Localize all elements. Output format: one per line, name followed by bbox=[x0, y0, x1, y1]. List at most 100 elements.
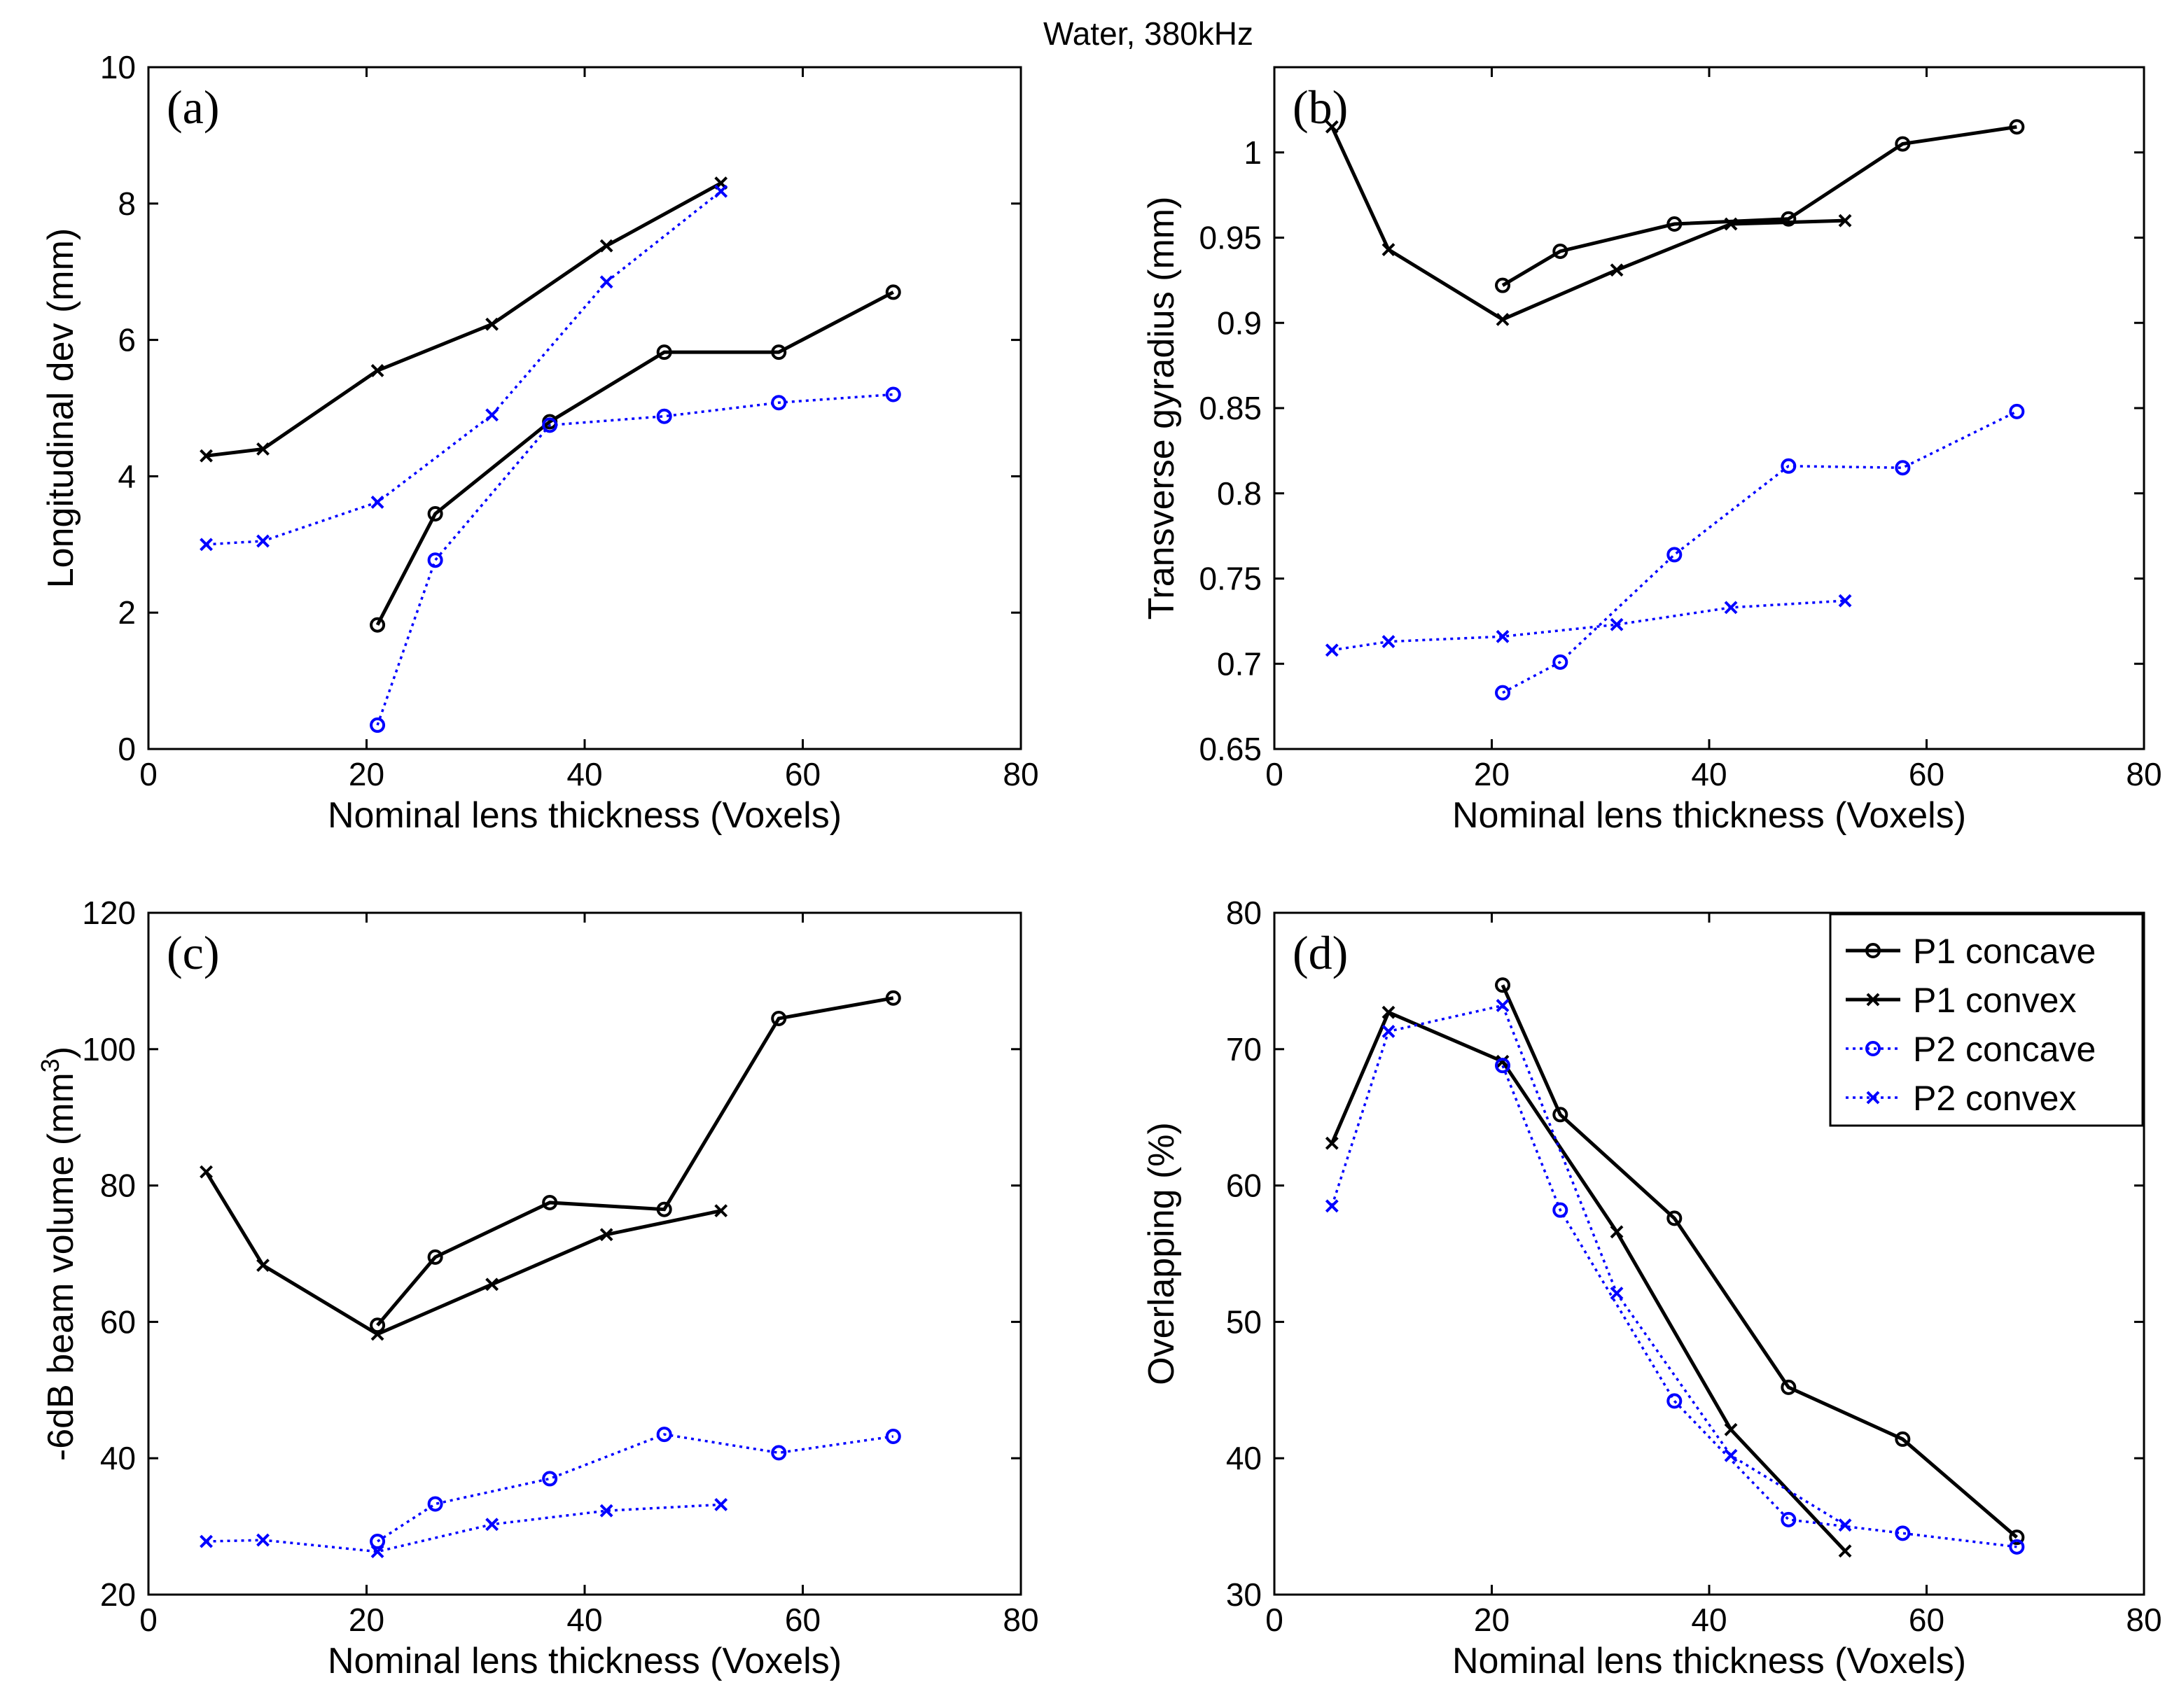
data-point bbox=[1552, 243, 1568, 259]
data-point bbox=[1381, 243, 1395, 256]
data-point bbox=[1724, 1448, 1738, 1462]
data-point bbox=[1838, 1518, 1852, 1532]
data-point bbox=[2009, 119, 2025, 135]
panel-d-ylabel: Overlapping (%) bbox=[1141, 1122, 1182, 1385]
panel-d-xlabel: Nominal lens thickness (Voxels) bbox=[1452, 1641, 1966, 1681]
data-point bbox=[370, 364, 384, 377]
panel-c-ytick-label: 40 bbox=[100, 1440, 136, 1476]
panel-b-xtick-label: 0 bbox=[1265, 756, 1283, 792]
panel-a-ytick-label: 6 bbox=[118, 322, 136, 358]
data-point bbox=[1552, 654, 1568, 670]
data-point bbox=[1838, 594, 1852, 608]
data-point bbox=[714, 1204, 728, 1218]
legend-marker bbox=[1866, 1091, 1880, 1105]
panel-b-letter: (b) bbox=[1293, 80, 1348, 134]
data-point bbox=[1496, 1054, 1510, 1068]
data-point bbox=[1381, 635, 1395, 649]
panel-a-xtick-label: 20 bbox=[349, 756, 384, 792]
data-point bbox=[427, 552, 443, 568]
series-line bbox=[1501, 1065, 2017, 1548]
data-point bbox=[656, 1427, 672, 1443]
data-point bbox=[1496, 629, 1510, 643]
panel-d-xtick-label: 20 bbox=[1474, 1602, 1510, 1638]
legend-entry: P2 convex bbox=[1846, 1079, 2076, 1118]
data-point bbox=[656, 1201, 672, 1217]
data-point bbox=[1666, 1210, 1683, 1226]
panel-a-xtick-label: 0 bbox=[139, 756, 158, 792]
data-point bbox=[599, 1228, 613, 1242]
data-point bbox=[427, 1249, 443, 1265]
data-point bbox=[1895, 136, 1911, 152]
panel-c-ytick-label: 100 bbox=[82, 1031, 136, 1068]
data-point bbox=[1666, 216, 1683, 232]
data-point bbox=[1325, 1136, 1339, 1150]
panel-a-ytick-label: 4 bbox=[118, 458, 136, 494]
series-line bbox=[206, 1503, 721, 1553]
panel-c-ytick-label: 20 bbox=[100, 1576, 136, 1613]
panel-c-xtick-label: 60 bbox=[785, 1602, 821, 1638]
data-point bbox=[542, 417, 558, 433]
panel-c-letter: (c) bbox=[167, 926, 219, 979]
data-point bbox=[370, 717, 386, 733]
series-line bbox=[1332, 599, 1846, 652]
data-point bbox=[771, 344, 787, 360]
panel-c-xtick-label: 80 bbox=[1003, 1602, 1038, 1638]
panel-d-ytick-label: 50 bbox=[1226, 1303, 1262, 1340]
series-line bbox=[376, 996, 894, 1326]
data-point bbox=[485, 1278, 499, 1292]
legend-marker bbox=[1865, 943, 1881, 958]
data-point bbox=[1610, 617, 1624, 631]
panel-d-ytick-label: 80 bbox=[1226, 895, 1262, 931]
panel-d-xtick-label: 0 bbox=[1265, 1602, 1283, 1638]
data-point bbox=[885, 386, 901, 402]
data-point bbox=[1552, 1107, 1568, 1123]
panel-c-xtick-label: 40 bbox=[566, 1602, 602, 1638]
data-point bbox=[599, 239, 613, 253]
data-point bbox=[1610, 263, 1624, 277]
data-point bbox=[771, 1010, 787, 1026]
series-line bbox=[1330, 1004, 1846, 1527]
panel-b-ytick-label: 0.8 bbox=[1217, 475, 1262, 512]
panel-a-ylabel: Longitudinal dev (mm) bbox=[41, 228, 81, 588]
data-point bbox=[2009, 1539, 2025, 1555]
data-point bbox=[427, 1496, 443, 1512]
panel-a-ytick-label: 0 bbox=[118, 731, 136, 767]
legend-label: P1 convex bbox=[1913, 981, 2076, 1020]
data-point bbox=[771, 1445, 787, 1461]
panel-b-xtick-label: 80 bbox=[2126, 756, 2161, 792]
panel-b-xtick-label: 20 bbox=[1474, 756, 1510, 792]
series-p2-concave bbox=[1495, 1058, 2025, 1555]
data-point bbox=[200, 538, 213, 552]
panel-a-xtick-label: 40 bbox=[566, 756, 602, 792]
data-point bbox=[1381, 1005, 1395, 1019]
panel-d-xtick-label: 40 bbox=[1691, 1602, 1727, 1638]
data-point bbox=[370, 1317, 386, 1334]
panel-c-xlabel: Nominal lens thickness (Voxels) bbox=[328, 1641, 842, 1681]
series-p1-concave bbox=[370, 284, 901, 633]
data-point bbox=[256, 1259, 270, 1272]
data-point bbox=[1666, 1393, 1683, 1409]
data-point bbox=[599, 275, 613, 289]
series-p2-concave bbox=[370, 386, 901, 733]
panel-d-xtick-label: 60 bbox=[1909, 1602, 1944, 1638]
series-p1-concave bbox=[370, 990, 901, 1334]
data-point bbox=[885, 990, 901, 1006]
legend-entry: P1 concave bbox=[1846, 932, 2096, 971]
panel-b-ytick-label: 0.75 bbox=[1199, 561, 1262, 597]
panel-b-ytick-label: 1 bbox=[1244, 134, 1262, 171]
data-point bbox=[1495, 277, 1511, 293]
data-point bbox=[1610, 1225, 1624, 1239]
panel-b-ytick-label: 0.95 bbox=[1199, 220, 1262, 256]
data-point bbox=[1495, 685, 1511, 701]
data-point bbox=[771, 395, 787, 411]
data-point bbox=[714, 184, 728, 198]
panel-c-axes-box bbox=[147, 911, 1022, 1596]
series-line bbox=[375, 290, 894, 626]
series-p1-concave bbox=[1495, 119, 2025, 293]
series-line bbox=[1501, 125, 2017, 287]
panel-d: 0 20 40 60 80 30 40 50 60 70 80 Nominal lens thickn… bbox=[1141, 895, 2162, 1681]
data-point bbox=[256, 442, 270, 456]
panel-b-xlabel: Nominal lens thickness (Voxels) bbox=[1452, 795, 1966, 836]
figure-title: Water, 380kHz bbox=[1043, 15, 1253, 52]
